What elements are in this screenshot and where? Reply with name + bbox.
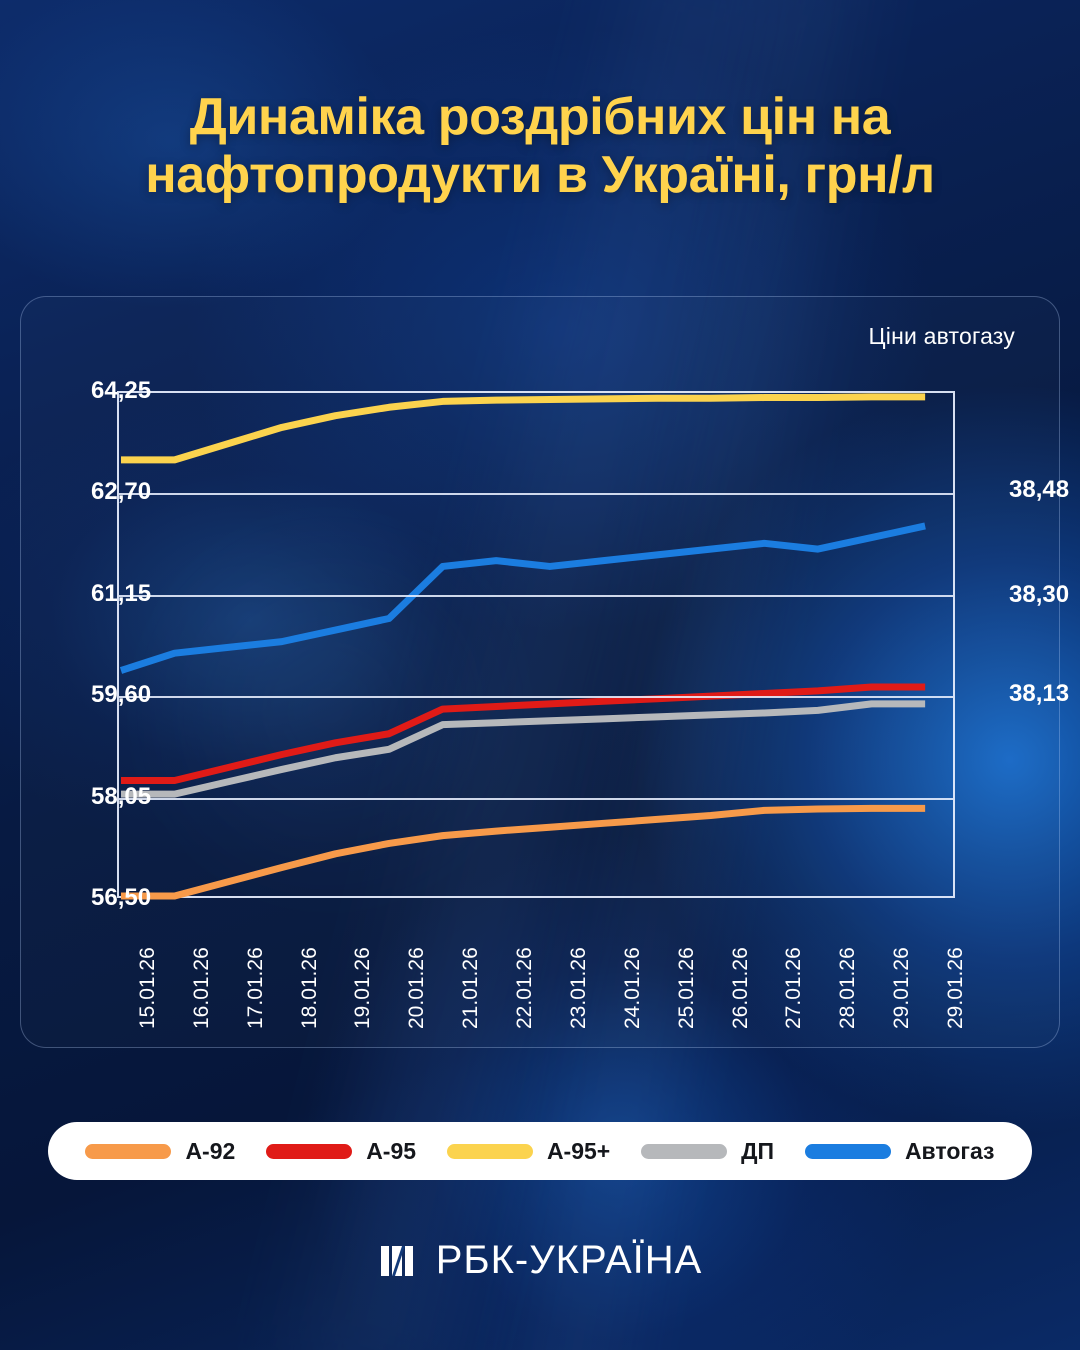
legend-label: A-95+	[546, 1137, 611, 1164]
legend-swatch-icon	[641, 1143, 728, 1159]
grid-line	[119, 696, 953, 699]
legend-swatch-icon	[804, 1143, 891, 1159]
series-line-автогаз	[121, 526, 925, 671]
series-line-a-95	[121, 687, 925, 780]
x-axis-tick: 15.01.26	[135, 947, 159, 1029]
legend-swatch-icon	[446, 1143, 533, 1159]
x-axis-tick: 26.01.26	[728, 947, 752, 1029]
x-axis-tick: 18.01.26	[297, 947, 321, 1029]
right-axis-caption: Ціни автогазу	[868, 323, 1015, 349]
legend-label: A-92	[185, 1137, 236, 1164]
x-axis-tick: 27.01.26	[782, 947, 806, 1029]
legend-label: A-95	[366, 1137, 417, 1164]
footer-brand: РБК-УКРАЇНА	[0, 1238, 1080, 1283]
x-axis-tick: 17.01.26	[243, 947, 267, 1029]
y-axis-tick-right: 38,13	[1009, 680, 1070, 708]
legend-swatch-icon	[85, 1143, 172, 1159]
x-axis-labels: 15.01.26 16.01.26 17.01.26 18.01.26 19.01.26…	[117, 909, 967, 1029]
rbc-logo-icon	[380, 1245, 413, 1276]
x-axis-tick: 29.01.26	[943, 947, 967, 1029]
x-axis-tick: 29.01.26	[890, 947, 913, 1029]
y-axis-tick-right: 38,30	[1009, 580, 1070, 608]
chart-legend: A-92 A-95 A-95+ ДП Автогаз	[48, 1122, 1032, 1180]
grid-line	[119, 493, 953, 496]
x-axis-tick: 21.01.26	[459, 947, 483, 1029]
x-axis-tick: 19.01.26	[351, 947, 375, 1029]
y-axis-tick-right: 38,48	[1009, 476, 1070, 504]
grid-line	[119, 594, 953, 597]
legend-label: ДП	[741, 1137, 775, 1164]
x-axis-tick: 23.01.26	[566, 947, 590, 1029]
legend-item[interactable]: ДП	[641, 1138, 774, 1165]
series-line-a-92	[121, 808, 925, 896]
x-axis-tick: 25.01.26	[674, 947, 698, 1029]
x-axis-tick: 28.01.26	[836, 947, 860, 1029]
chart-plot-area	[117, 391, 955, 898]
legend-item[interactable]: A-92	[85, 1138, 235, 1165]
brand-text: РБК-УКРАЇНА	[435, 1238, 703, 1282]
x-axis-tick: 24.01.26	[620, 947, 644, 1029]
legend-label: Автогаз	[904, 1137, 995, 1164]
x-axis-tick: 16.01.26	[189, 947, 213, 1029]
legend-item[interactable]: A-95	[266, 1138, 416, 1165]
legend-item[interactable]: Автогаз	[804, 1137, 995, 1165]
x-axis-tick: 22.01.26	[512, 947, 536, 1029]
series-line-a-95-	[121, 397, 925, 460]
series-line-дп	[121, 704, 925, 794]
x-axis-tick: 20.01.26	[405, 947, 429, 1029]
chart-card: Ціни автогазу 56,50 58,05 59,60 61,15 62,70 6…	[20, 296, 1069, 1048]
legend-swatch-icon	[266, 1143, 353, 1159]
page-title: Динаміка роздрібних цін на нафтопродукти…	[145, 88, 935, 205]
legend-item[interactable]: A-95+	[446, 1137, 611, 1165]
grid-line	[119, 797, 953, 800]
chart-series-layer	[119, 393, 953, 896]
